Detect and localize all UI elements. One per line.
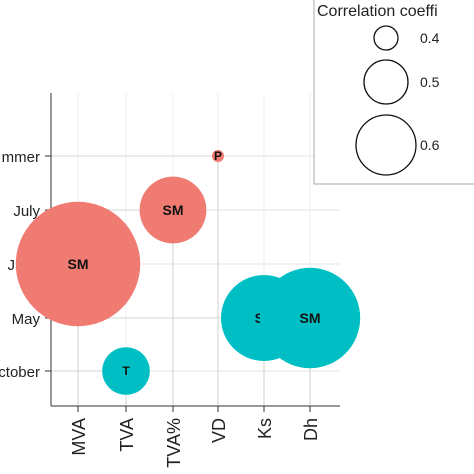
legend-key-circle <box>363 59 409 105</box>
legend-key-circle <box>373 25 399 51</box>
x-tick-labels: MVA TVA TVA% VD Ks Dh <box>69 406 321 468</box>
legend: Correlation coeffi 0.4 0.5 0.6 <box>313 0 474 185</box>
x-tick-label: TVA% <box>164 418 184 468</box>
legend-entry-label: 0.4 <box>420 30 440 46</box>
bubble-Dh-May <box>259 267 361 369</box>
bubble-TVA%-July <box>139 176 207 244</box>
legend-title: Correlation coeffi <box>317 3 438 20</box>
legend-entry-label: 0.5 <box>420 74 440 90</box>
bubble-TVA-October <box>102 347 150 395</box>
x-tick-label: MVA <box>69 418 89 456</box>
bubble-label: T <box>122 364 130 378</box>
bubble-label: SM <box>300 310 321 326</box>
x-tick-label: Ks <box>255 418 275 439</box>
bubble-label: SM <box>68 256 89 272</box>
bubbles: PSMSMSPSMT <box>15 149 361 395</box>
legend-box <box>313 0 474 185</box>
y-tick-label: ctober <box>0 364 40 381</box>
x-tick-label: Dh <box>301 418 321 441</box>
bubble-label: SM <box>163 202 184 218</box>
x-tick-label: VD <box>209 418 229 443</box>
legend-key-circle <box>355 114 417 176</box>
y-tick-label: May <box>12 311 41 328</box>
legend-entry-label: 0.6 <box>420 137 440 153</box>
bubble-label: P <box>214 149 222 163</box>
bubble-VD-Summer <box>212 150 224 162</box>
bubble-MVA-June <box>15 201 141 327</box>
x-tick-label: TVA <box>117 418 137 452</box>
y-tick-label: July <box>13 203 40 220</box>
y-tick-label: mmer <box>2 149 40 166</box>
